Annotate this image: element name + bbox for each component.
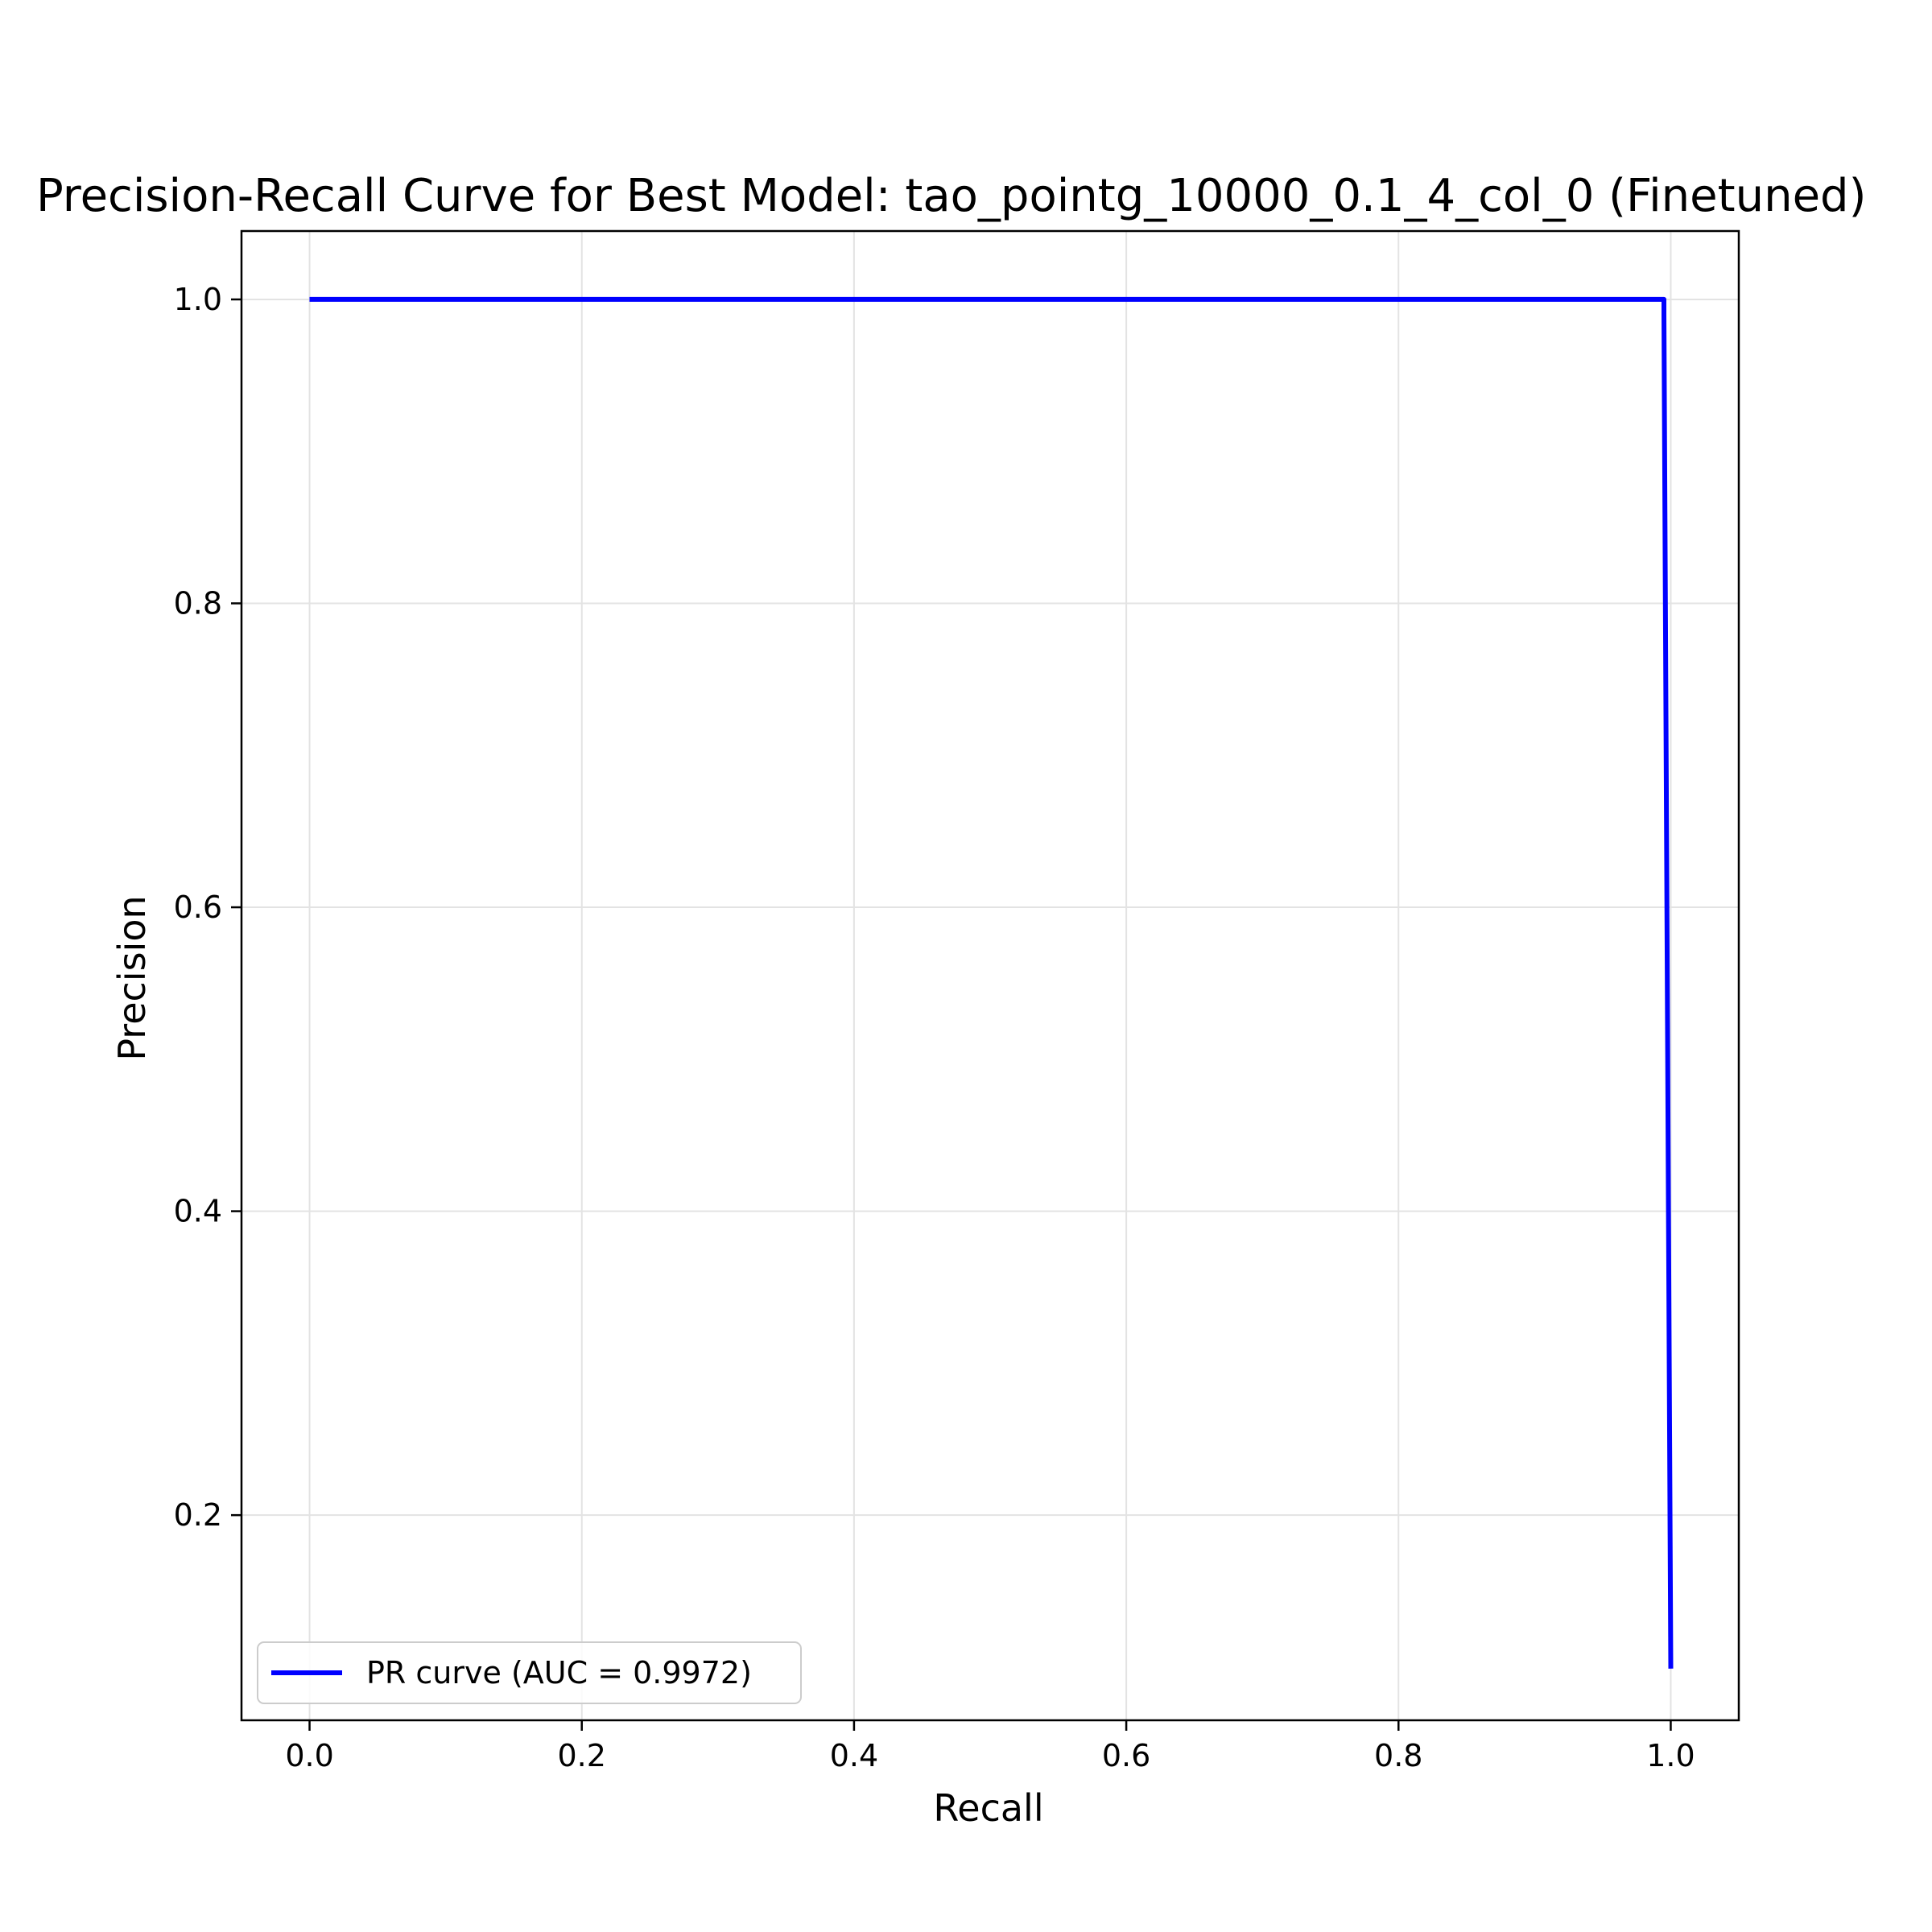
legend-label: PR curve (AUC = 0.9972) xyxy=(366,1655,752,1690)
legend-box xyxy=(257,1641,802,1704)
axes-frame xyxy=(240,229,1740,1722)
x-tick-label: 0.8 xyxy=(1374,1738,1422,1773)
y-axis-label: Precision xyxy=(110,895,154,1060)
y-tick-label: 0.6 xyxy=(174,890,222,925)
pr-curve-line xyxy=(309,296,1674,1669)
y-tick-label: 0.4 xyxy=(174,1194,222,1229)
x-tick-label: 0.2 xyxy=(558,1738,606,1773)
chart-title: Precision-Recall Curve for Best Model: t… xyxy=(36,170,1866,222)
y-tick-label: 0.8 xyxy=(174,586,222,621)
x-tick-label: 1.0 xyxy=(1646,1738,1695,1773)
x-tick-label: 0.0 xyxy=(285,1738,333,1773)
x-tick-label: 0.4 xyxy=(830,1738,878,1773)
plot-area: 0.0 0.2 0.4 0.6 0.8 1.0 0.2 0.4 0.6 0.8 1.0 PR curv… xyxy=(174,229,1740,1773)
x-tick-label: 0.6 xyxy=(1102,1738,1150,1773)
y-tick-label: 0.2 xyxy=(174,1497,222,1533)
x-axis-label: Recall xyxy=(933,1786,1043,1830)
y-tick-label: 1.0 xyxy=(174,282,222,317)
